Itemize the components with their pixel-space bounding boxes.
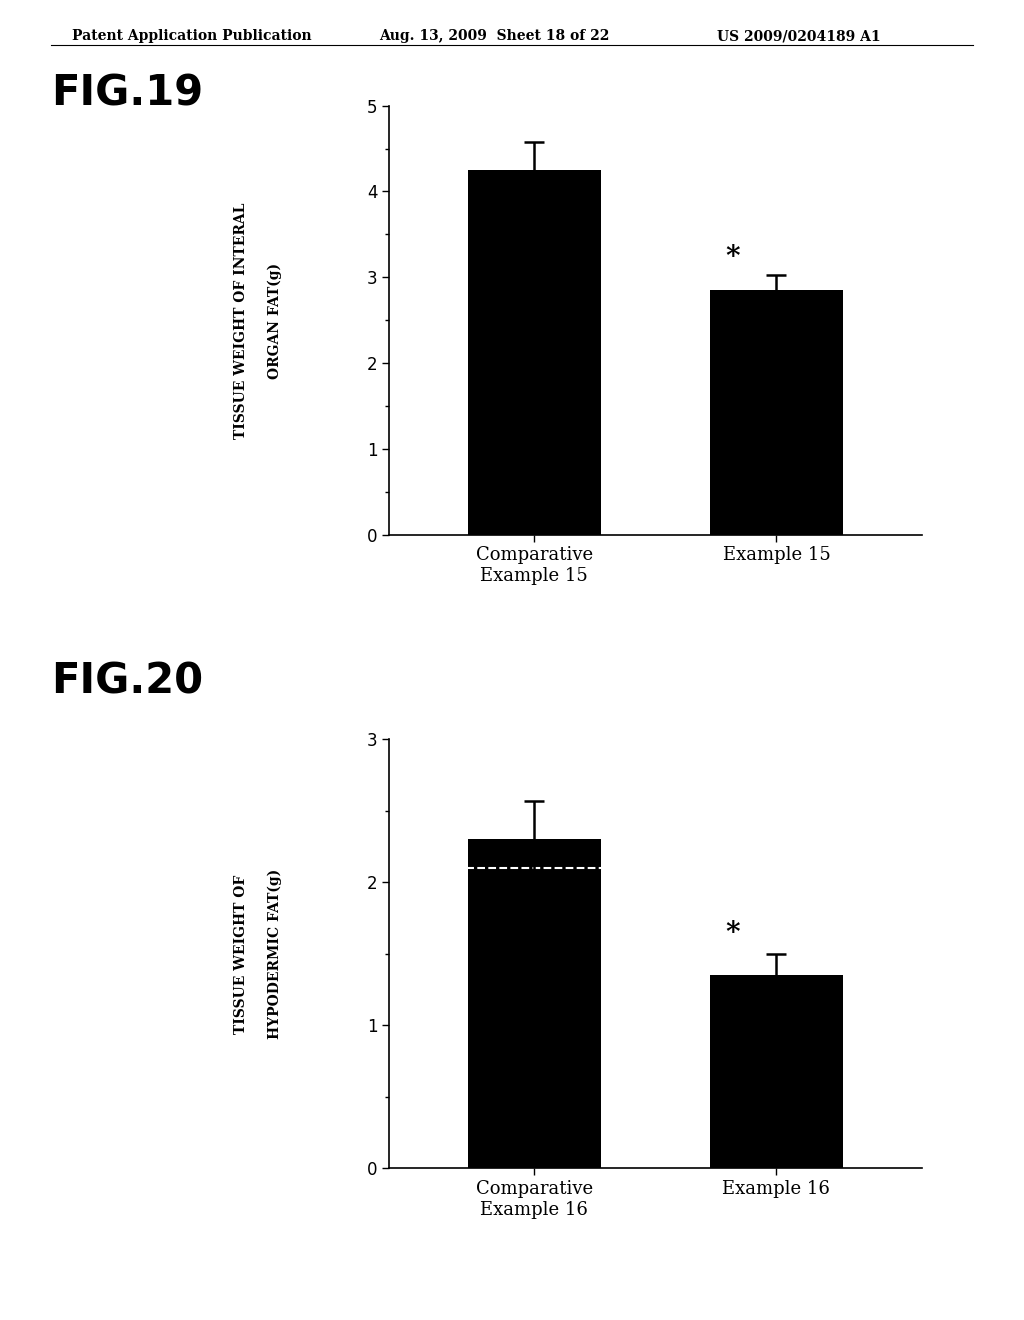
Text: US 2009/0204189 A1: US 2009/0204189 A1	[717, 29, 881, 44]
Text: FIG.19: FIG.19	[51, 73, 204, 115]
Text: *: *	[725, 920, 740, 946]
Text: Patent Application Publication: Patent Application Publication	[72, 29, 311, 44]
Text: Aug. 13, 2009  Sheet 18 of 22: Aug. 13, 2009 Sheet 18 of 22	[379, 29, 609, 44]
Text: *: *	[725, 244, 740, 271]
Bar	[710, 975, 843, 1168]
Text: ORGAN FAT(g): ORGAN FAT(g)	[267, 263, 282, 379]
Bar	[710, 290, 843, 535]
Text: HYPODERMIC FAT(g): HYPODERMIC FAT(g)	[267, 870, 282, 1039]
Text: TISSUE WEIGHT OF INTERAL: TISSUE WEIGHT OF INTERAL	[233, 202, 248, 440]
Text: FIG.20: FIG.20	[51, 660, 204, 702]
Text: TISSUE WEIGHT OF: TISSUE WEIGHT OF	[233, 875, 248, 1034]
Bar	[468, 840, 601, 1168]
Bar	[468, 170, 601, 535]
